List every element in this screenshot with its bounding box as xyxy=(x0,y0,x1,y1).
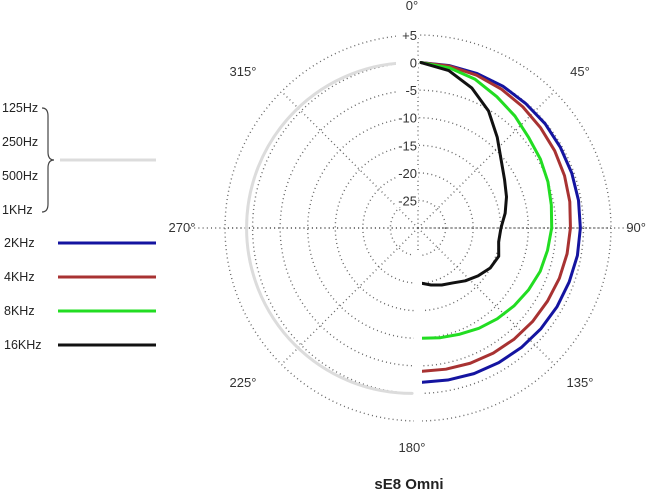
series-line xyxy=(419,61,554,340)
angle-label: 270° xyxy=(169,220,196,235)
radial-label-bg xyxy=(396,28,418,42)
legend-group-label: 250Hz xyxy=(2,135,38,149)
legend-label: 16KHz xyxy=(4,338,42,352)
angle-label: 315° xyxy=(230,64,257,79)
radial-label-bg xyxy=(396,110,418,125)
radial-tick-label: -10 xyxy=(398,111,417,126)
series-line xyxy=(419,61,582,384)
chart-title: sE8 Omni xyxy=(374,476,443,493)
angle-label: 45° xyxy=(570,64,590,79)
radial-tick-label: -15 xyxy=(398,138,417,153)
legend: 125Hz 250Hz 500Hz 1KHz 2KHz 4KHz 8KHz 16KHz xyxy=(2,101,156,352)
radial-tick-label: +5 xyxy=(402,28,417,43)
legend-label: 8KHz xyxy=(4,304,35,318)
series-group xyxy=(245,61,582,429)
angle-label: 0° xyxy=(406,0,418,13)
radial-label-bg xyxy=(396,165,418,180)
series-line xyxy=(419,61,572,373)
grid-spoke xyxy=(281,227,419,365)
legend-brace xyxy=(41,107,55,213)
radial-tick-label: -20 xyxy=(398,166,417,181)
center-gap xyxy=(414,250,422,429)
grid-ring xyxy=(389,199,447,257)
series-line xyxy=(245,61,414,395)
grid-spoke xyxy=(417,227,555,365)
grid-ring xyxy=(251,61,585,395)
angle-label: 135° xyxy=(567,375,594,390)
angle-label: 180° xyxy=(399,440,426,455)
legend-group-label: 125Hz xyxy=(2,101,38,115)
legend-group-label: 500Hz xyxy=(2,169,38,183)
radial-label-bg xyxy=(396,83,418,98)
radial-label-bg xyxy=(396,138,418,153)
radial-label-bg xyxy=(396,193,418,208)
axis-labels: 0° 45° 90° 135° 180° 225° 270° 315° +5 0 -5 -10 -15 -… xyxy=(169,0,646,455)
legend-label: 4KHz xyxy=(4,270,35,284)
radial-label-bg xyxy=(396,55,418,70)
legend-group-label: 1KHz xyxy=(2,203,33,217)
legend-label: 2KHz xyxy=(4,236,35,250)
radial-tick-label: -25 xyxy=(398,193,417,208)
series-line xyxy=(419,61,508,287)
angle-label: 225° xyxy=(230,375,257,390)
radial-tick-label: -5 xyxy=(405,83,417,98)
radial-tick-label: 0 xyxy=(410,56,417,71)
angle-label: 90° xyxy=(626,220,646,235)
